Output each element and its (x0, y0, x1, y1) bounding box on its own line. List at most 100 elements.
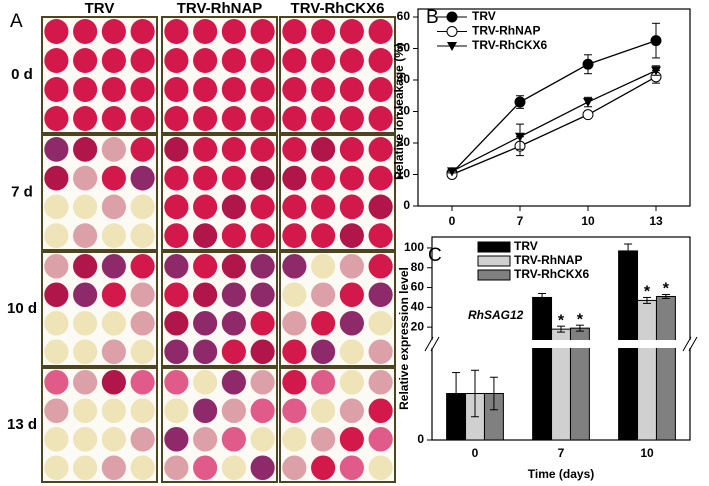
y-tick-label: 40 (411, 300, 425, 314)
legend-label: TRV-RhNAP (514, 253, 582, 267)
leaf-disc (44, 106, 69, 131)
leaf-disc (101, 48, 126, 73)
leaf-disc (164, 398, 189, 424)
leaf-disc (368, 398, 393, 424)
leaf-disc (221, 310, 246, 336)
leaf-disc (339, 398, 364, 424)
leaf-disc (368, 106, 393, 131)
error-bar (452, 372, 461, 415)
leaf-disc (311, 19, 336, 44)
leaf-disc (73, 455, 98, 481)
leaf-disc (44, 339, 69, 365)
photo-panel (41, 251, 158, 367)
leaf-disc (282, 194, 307, 220)
marker (650, 35, 662, 47)
leaf-disc (368, 426, 393, 452)
leaf-disc (193, 369, 218, 395)
leaf-disc (101, 223, 126, 248)
leaf-disc (44, 194, 69, 220)
leaf-disc (73, 310, 98, 336)
leaf-disc (73, 137, 98, 162)
leaf-disc (193, 339, 218, 365)
leaf-disc (44, 223, 69, 248)
marker (651, 66, 661, 76)
leaf-disc (221, 455, 246, 481)
significance-mark: * (644, 284, 651, 301)
leaf-disc (368, 455, 393, 481)
leaf-disc (339, 369, 364, 395)
leaf-disc (221, 194, 246, 220)
leaf-disc (339, 194, 364, 220)
photo-panel (279, 367, 396, 483)
leaf-disc (282, 369, 307, 395)
x-tick-label: 7 (517, 214, 524, 228)
leaf-disc (368, 282, 393, 308)
leaf-disc (130, 398, 155, 424)
leaf-disc (250, 310, 275, 336)
leaf-disc (44, 19, 69, 44)
leaf-disc (311, 282, 336, 308)
leaf-disc (250, 106, 275, 131)
leaf-disc (130, 137, 155, 162)
photo-panel (279, 134, 396, 251)
leaf-disc (130, 253, 155, 279)
leaf-disc (164, 282, 189, 308)
leaf-disc (311, 77, 336, 102)
x-tick-label: 10 (640, 446, 654, 460)
y-tick-label: 0 (403, 198, 410, 212)
leaf-disc (339, 426, 364, 452)
x-tick-label: 7 (558, 446, 565, 460)
y-tick-label: 100 (404, 240, 424, 254)
marker (582, 109, 594, 121)
panel-label: B (426, 7, 439, 28)
leaf-disc (339, 253, 364, 279)
leaf-disc (250, 194, 275, 220)
photo-panel (41, 134, 158, 251)
leaf-disc (193, 77, 218, 102)
leaf-disc (73, 339, 98, 365)
leaf-disc (73, 77, 98, 102)
marker (447, 167, 457, 177)
marker (583, 98, 593, 108)
leaf-disc (282, 106, 307, 131)
leaf-disc (250, 455, 275, 481)
row-label: 7 d (11, 183, 33, 200)
error-bar (643, 296, 651, 304)
leaf-disc (193, 398, 218, 424)
leaf-disc (250, 48, 275, 73)
leaf-disc (339, 77, 364, 102)
leaf-disc (44, 310, 69, 336)
photo-panel (161, 134, 278, 251)
leaf-disc (221, 426, 246, 452)
break-mark (688, 336, 698, 352)
leaf-disc (250, 165, 275, 191)
leaf-disc (193, 165, 218, 191)
leaf-disc (193, 253, 218, 279)
marker (514, 96, 526, 108)
leaf-disc (250, 19, 275, 44)
leaf-disc (73, 165, 98, 191)
leaf-disc (282, 19, 307, 44)
leaf-disc (368, 194, 393, 220)
leaf-disc (311, 455, 336, 481)
x-tick-label: 0 (472, 446, 479, 460)
error-bar (557, 325, 565, 333)
photo-panel (279, 16, 396, 134)
leaf-disc (339, 137, 364, 162)
significance-mark: * (558, 312, 565, 329)
y-tick-label: 60 (397, 9, 411, 23)
leaf-disc (193, 137, 218, 162)
leaf-disc (101, 282, 126, 308)
leaf-disc (250, 426, 275, 452)
leaf-disc (130, 19, 155, 44)
x-axis-label: Time (days) (528, 467, 594, 481)
leaf-disc (44, 282, 69, 308)
leaf-disc (73, 48, 98, 73)
leaf-disc (368, 19, 393, 44)
leaf-disc (368, 369, 393, 395)
leaf-disc (101, 369, 126, 395)
leaf-disc (73, 426, 98, 452)
leaf-disc (250, 253, 275, 279)
leaf-disc (339, 310, 364, 336)
leaf-disc (164, 310, 189, 336)
